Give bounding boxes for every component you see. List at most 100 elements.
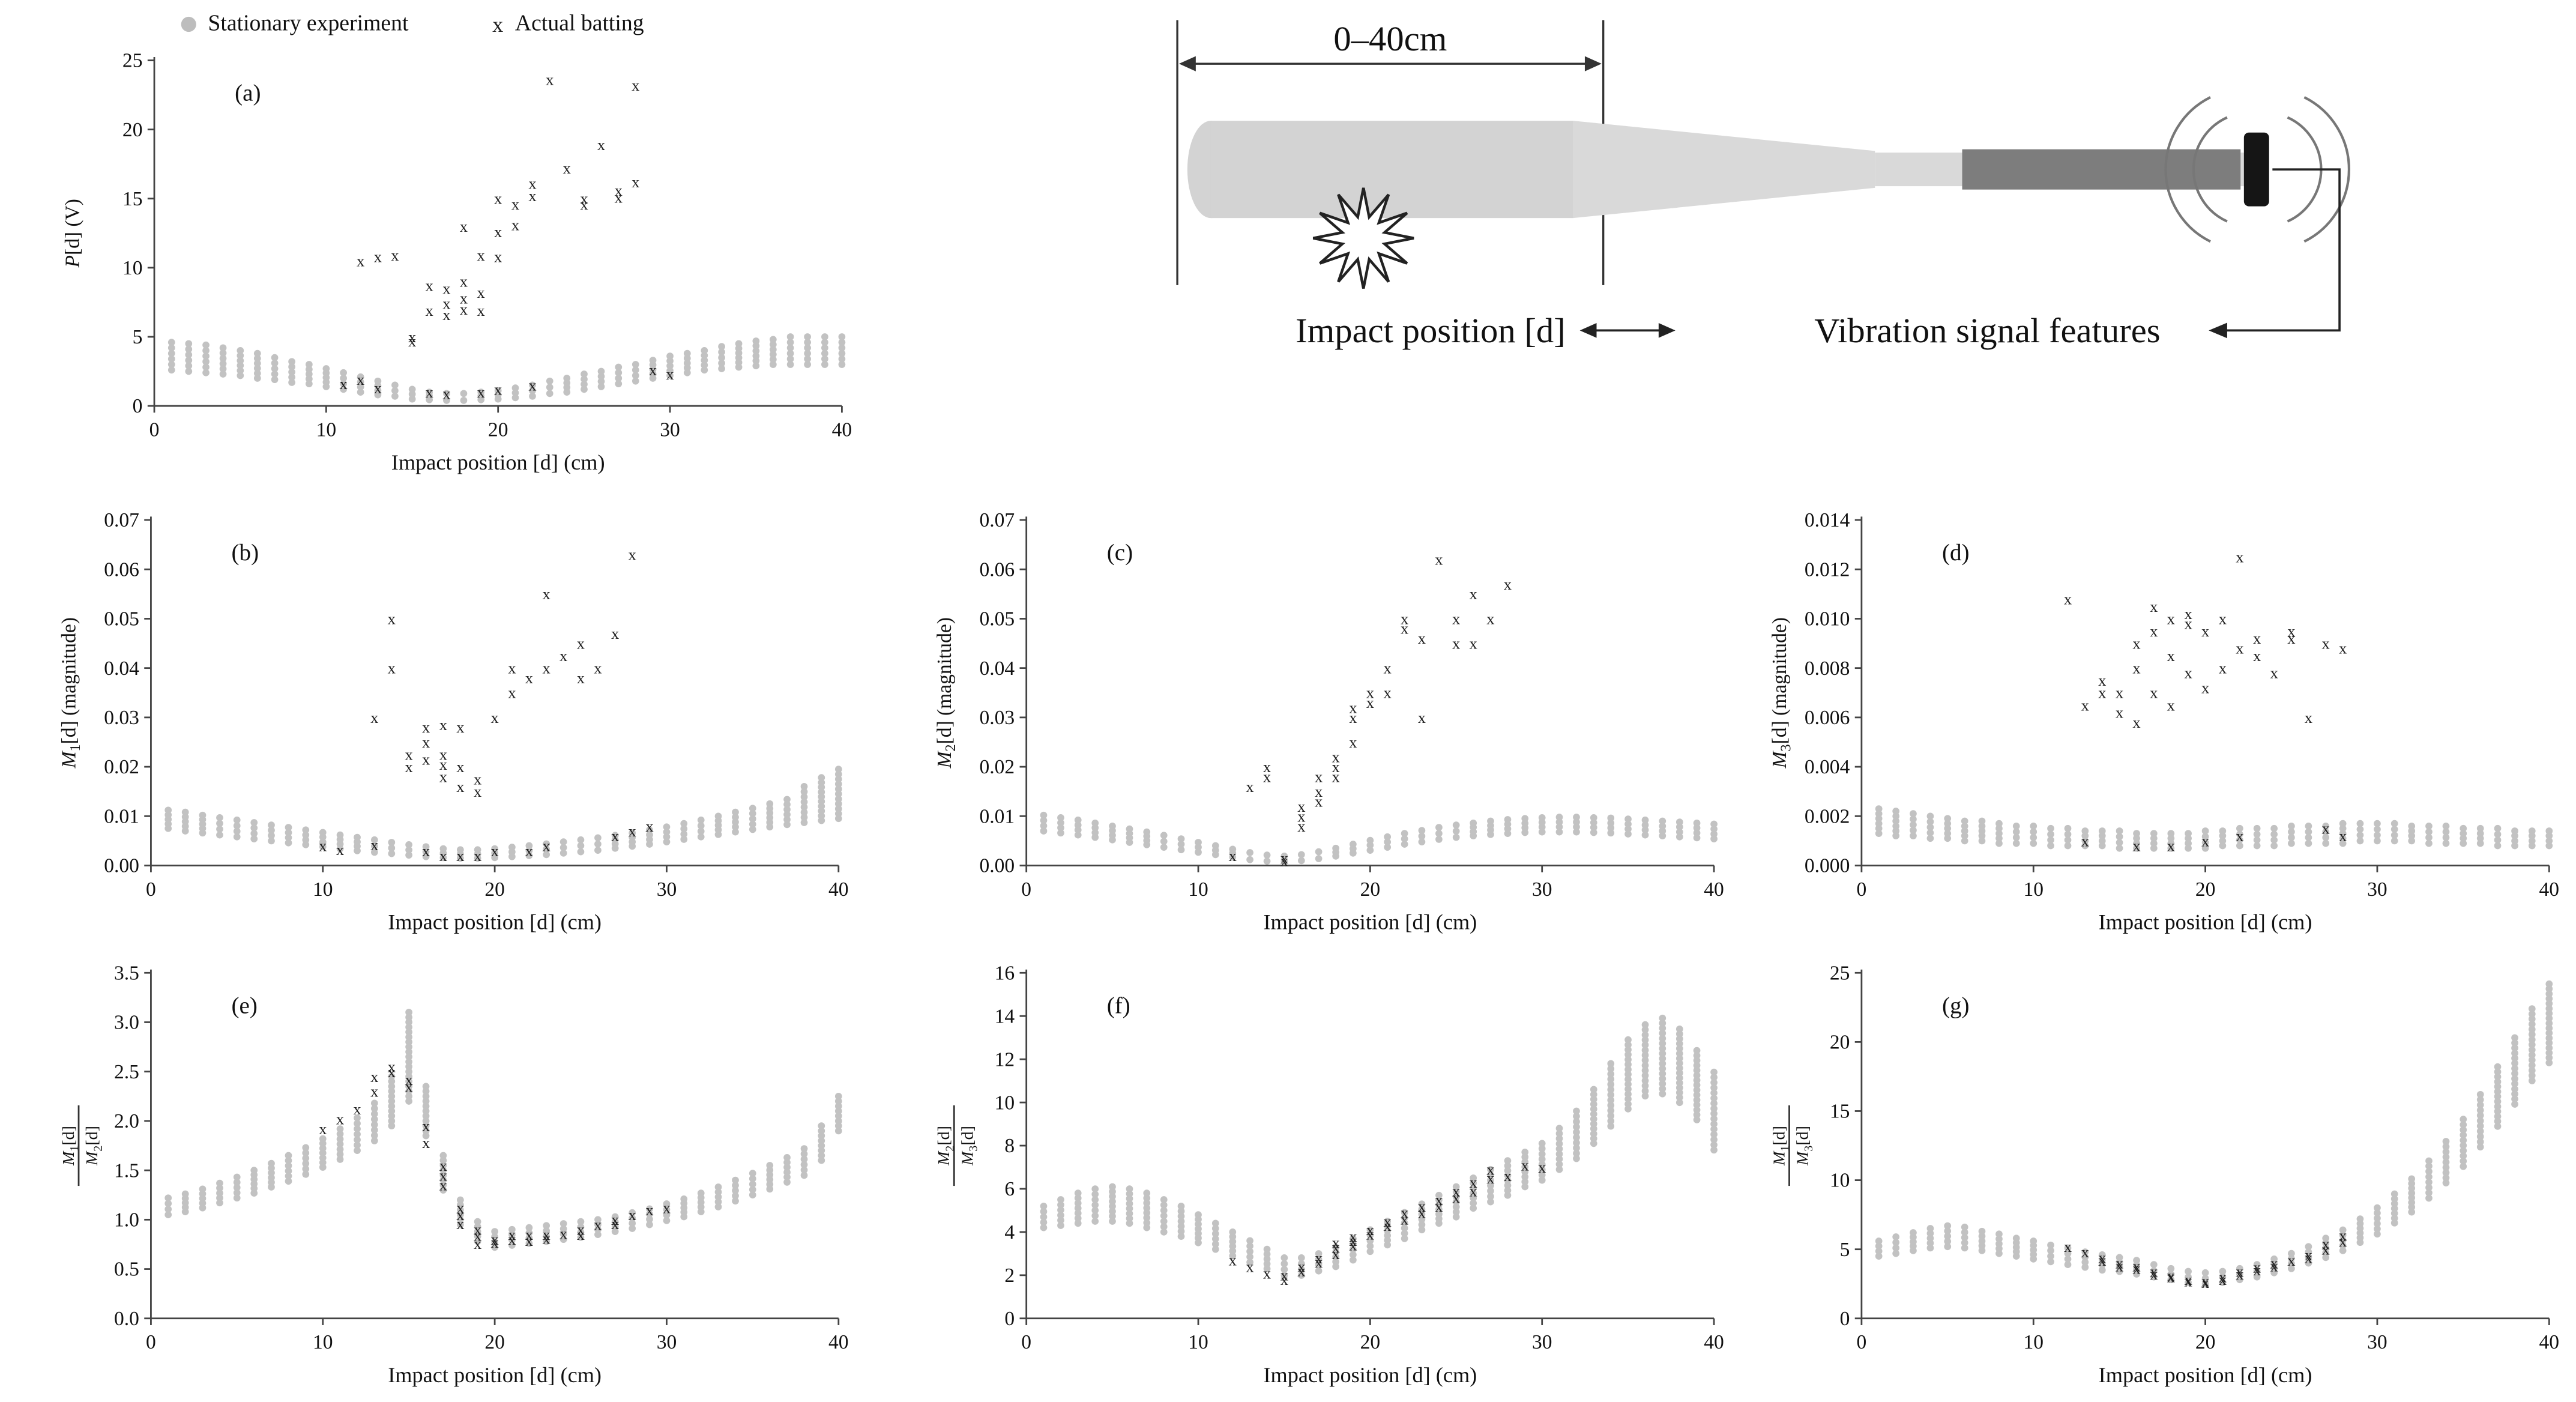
svg-text:0: 0 [149, 418, 160, 441]
label-arrowhead-right [1658, 323, 1676, 338]
svg-text:x: x [2098, 1251, 2106, 1269]
svg-text:x: x [2150, 684, 2158, 702]
axes [150, 969, 839, 1320]
svg-text:x: x [2322, 1240, 2330, 1258]
svg-text:x: x [1418, 1197, 1426, 1215]
svg-text:0.07: 0.07 [979, 509, 1015, 531]
dimension-label: 0–40cm [1333, 19, 1447, 58]
svg-text:x: x [2339, 827, 2347, 845]
svg-text:x: x [2150, 1265, 2158, 1283]
svg-text:x: x [2167, 1268, 2175, 1286]
svg-text:x: x [1401, 609, 1408, 627]
svg-text:x: x [422, 751, 430, 769]
panel-label: (g) [1942, 993, 1970, 1018]
stationary-dot-icon [181, 16, 196, 31]
svg-text:0: 0 [133, 395, 143, 417]
svg-text:x: x [560, 647, 567, 665]
svg-text:x: x [439, 1176, 447, 1194]
svg-text:x: x [1470, 1173, 1477, 1191]
svg-text:x: x [1384, 1212, 1392, 1230]
svg-text:x: x [577, 669, 585, 687]
svg-text:10: 10 [2023, 1331, 2044, 1353]
svg-text:x: x [439, 767, 447, 785]
bat-taper [1573, 121, 1875, 219]
svg-text:x: x [2081, 696, 2089, 714]
svg-text:0.03: 0.03 [979, 707, 1015, 729]
svg-text:3.5: 3.5 [114, 962, 139, 984]
svg-text:x: x [594, 659, 602, 677]
svg-text:x: x [2184, 615, 2192, 633]
svg-text:16: 16 [995, 962, 1015, 984]
svg-text:x: x [439, 847, 447, 865]
svg-text:x: x [1349, 1227, 1357, 1245]
svg-text:x: x [1384, 1216, 1392, 1234]
svg-text:x: x [388, 1057, 396, 1075]
svg-text:x: x [1280, 1271, 1288, 1289]
svg-text:40: 40 [828, 878, 849, 901]
dimension-arrowhead-right [1584, 56, 1602, 71]
svg-text:0.010: 0.010 [1805, 608, 1850, 630]
svg-text:x: x [477, 301, 485, 319]
svg-text:x: x [1470, 1182, 1477, 1200]
svg-text:x: x [477, 283, 485, 301]
chart-panel-f: 0 2 4 6 8 10 12 14 16 0 10 20 30 40 Impact position [d… [922, 956, 1737, 1402]
svg-text:0.008: 0.008 [1805, 657, 1850, 680]
svg-text:x: x [474, 1221, 481, 1239]
svg-text:1.5: 1.5 [114, 1159, 139, 1182]
svg-text:x: x [2081, 1243, 2089, 1261]
svg-text:x: x [1297, 807, 1305, 825]
y-axis-title: M3[d] (magnitude) [1769, 617, 1794, 769]
svg-text:x: x [2116, 1257, 2123, 1275]
svg-text:x: x [388, 609, 396, 627]
svg-text:30: 30 [1532, 1331, 1552, 1353]
y-axis-title: M2[d] (magnitude) [934, 617, 959, 769]
svg-text:x: x [2236, 1265, 2243, 1283]
svg-text:x: x [2064, 590, 2072, 608]
svg-text:30: 30 [657, 878, 677, 901]
svg-text:M1[d]: M1[d] [59, 1126, 81, 1166]
svg-text:20: 20 [2195, 1331, 2216, 1353]
series-stationary [1875, 805, 2553, 852]
svg-text:x: x [439, 716, 447, 734]
svg-text:x: x [2236, 1262, 2243, 1280]
y-axis-title: M1[d] (magnitude) [58, 617, 83, 769]
svg-text:M2[d]: M2[d] [83, 1126, 104, 1166]
svg-text:x: x [543, 1229, 550, 1247]
svg-text:x: x [1452, 1182, 1460, 1200]
svg-text:x: x [2236, 639, 2243, 657]
svg-text:x: x [339, 375, 347, 393]
svg-text:x: x [490, 1233, 498, 1251]
svg-text:10: 10 [1188, 878, 1208, 901]
svg-text:x: x [1435, 551, 1443, 569]
svg-text:8: 8 [1004, 1135, 1015, 1157]
bat-knob [2243, 132, 2269, 207]
svg-text:30: 30 [2367, 878, 2387, 901]
svg-text:x: x [1384, 659, 1392, 677]
svg-text:x: x [2167, 647, 2175, 665]
svg-text:1.0: 1.0 [114, 1209, 139, 1231]
svg-text:20: 20 [2195, 878, 2216, 901]
series-stationary [1875, 980, 2553, 1288]
svg-text:x: x [1332, 1245, 1339, 1263]
bat-barrel [1210, 121, 1573, 219]
svg-text:0.012: 0.012 [1805, 558, 1850, 581]
svg-text:x: x [2219, 659, 2227, 677]
svg-text:x: x [1401, 1210, 1408, 1228]
svg-text:x: x [1470, 635, 1477, 653]
svg-text:x: x [456, 758, 464, 776]
svg-text:x: x [388, 1063, 396, 1081]
svg-text:x: x [357, 370, 364, 388]
svg-text:x: x [2253, 1261, 2261, 1279]
svg-text:x: x [2150, 622, 2158, 640]
svg-text:5: 5 [133, 326, 143, 348]
svg-text:x: x [422, 733, 430, 751]
svg-text:x: x [439, 1166, 447, 1184]
svg-text:x: x [1486, 1161, 1494, 1179]
x-axis-title: Impact position [d] (cm) [2099, 1363, 2312, 1387]
svg-text:x: x [442, 384, 450, 402]
svg-text:x: x [353, 1100, 361, 1118]
svg-text:10: 10 [1188, 1331, 1208, 1353]
